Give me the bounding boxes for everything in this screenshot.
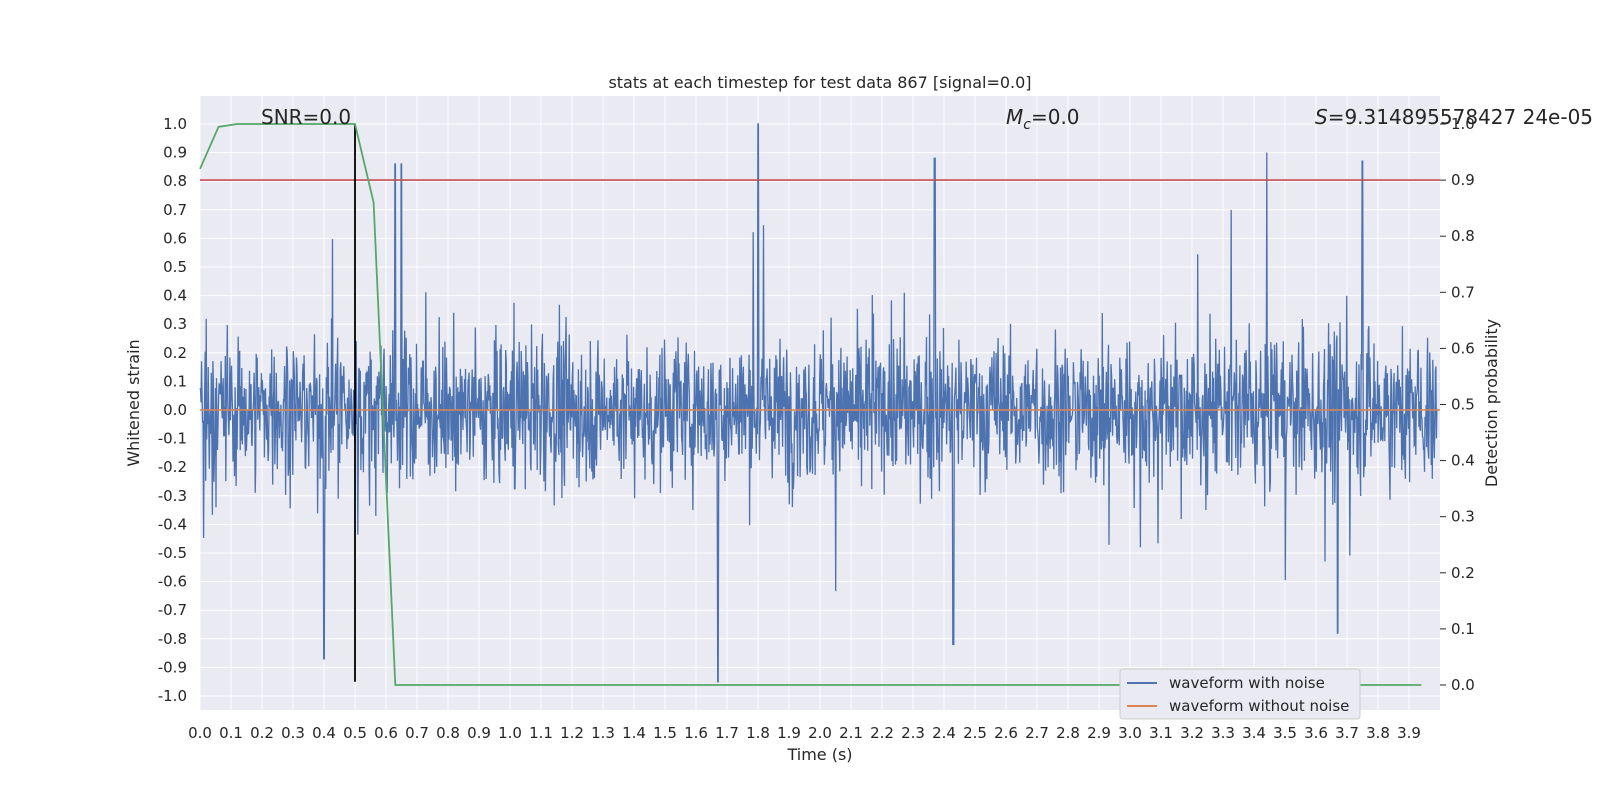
y-axis-label: Whitened strain — [124, 339, 143, 466]
chart-title: stats at each timestep for test data 867… — [608, 73, 1031, 92]
y-tick-label: -0.4 — [158, 515, 187, 533]
y-tick-label: 0.5 — [163, 258, 187, 276]
x-tick-label: 0.7 — [405, 724, 429, 742]
s-value: =9.314895578427 24e-05 — [1328, 105, 1593, 129]
mc-annotation: Mc=0.0 — [1006, 105, 1080, 133]
y-tick-label: 0.3 — [163, 315, 187, 333]
mc-symbol: M — [1006, 105, 1023, 129]
x-tick-label: 2.3 — [901, 724, 925, 742]
right-y-tick-label: 0.9 — [1451, 171, 1475, 189]
y-tick-label: -0.9 — [158, 658, 187, 676]
detection-probability-line — [199, 123, 1422, 686]
x-tick-label: 2.8 — [1056, 724, 1080, 742]
x-tick-label: 3.8 — [1366, 724, 1390, 742]
x-tick-label: 2.2 — [870, 724, 894, 742]
x-tick-label: 2.1 — [839, 724, 863, 742]
y-tick-label: 0.7 — [163, 201, 187, 219]
y-tick-label: 0.1 — [163, 372, 187, 390]
x-tick-label: 1.1 — [529, 724, 553, 742]
y-tick-label: -0.1 — [158, 430, 187, 448]
x-tick-label: 2.7 — [1025, 724, 1049, 742]
legend: waveform with noise waveform without noi… — [1119, 668, 1361, 720]
right-y-axis-ticks: 1.0 0.9 0.8 0.7 0.6 0.5 0.4 0.3 0.2 0.1 0.0 — [1440, 115, 1475, 694]
legend-box — [1119, 668, 1361, 720]
y-tick-label: -1.0 — [158, 687, 187, 705]
x-tick-label: 1.6 — [684, 724, 708, 742]
x-tick-label: 0.3 — [281, 724, 305, 742]
y-tick-label: -0.3 — [158, 487, 187, 505]
right-y-axis-label: Detection probability — [1482, 319, 1501, 487]
x-tick-label: 3.9 — [1397, 724, 1421, 742]
right-y-tick-label: 0.0 — [1451, 676, 1475, 694]
x-tick-label: 3.4 — [1242, 724, 1266, 742]
right-y-tick-label: 0.4 — [1451, 452, 1475, 470]
x-tick-label: 1.9 — [777, 724, 801, 742]
x-tick-label: 1.8 — [746, 724, 770, 742]
right-y-tick-label: 0.2 — [1451, 564, 1475, 582]
x-tick-label: 3.0 — [1118, 724, 1142, 742]
s-annotation: S=9.314895578427 24e-05 — [1315, 105, 1593, 129]
mc-subscript: c — [1023, 117, 1031, 133]
y-tick-label: 0.8 — [163, 172, 187, 190]
x-tick-label: 1.4 — [622, 724, 646, 742]
waveform-with-noise-line — [199, 123, 1438, 683]
y-tick-label: 0.2 — [163, 344, 187, 362]
right-y-tick-label: 0.8 — [1451, 227, 1475, 245]
x-axis-label: Time (s) — [786, 745, 852, 764]
legend-label-noise: waveform with noise — [1169, 674, 1325, 692]
right-y-tick-label: 0.3 — [1451, 508, 1475, 526]
x-tick-label: 0.9 — [467, 724, 491, 742]
right-y-tick-label: 1.0 — [1451, 115, 1475, 133]
y-tick-label: -0.8 — [158, 630, 187, 648]
y-tick-label: 0.0 — [163, 401, 187, 419]
x-tick-label: 0.2 — [250, 724, 274, 742]
x-tick-label: 1.3 — [591, 724, 615, 742]
right-y-tick-label: 0.7 — [1451, 283, 1475, 301]
s-symbol: S — [1315, 105, 1328, 129]
x-tick-label: 3.5 — [1273, 724, 1297, 742]
y-tick-label: -0.5 — [158, 544, 187, 562]
x-tick-label: 3.3 — [1211, 724, 1235, 742]
x-tick-label: 3.6 — [1304, 724, 1328, 742]
y-tick-label: -0.2 — [158, 458, 187, 476]
x-tick-label: 0.6 — [374, 724, 398, 742]
x-tick-label: 2.5 — [963, 724, 987, 742]
x-tick-label: 3.7 — [1335, 724, 1359, 742]
x-tick-label: 0.8 — [436, 724, 460, 742]
right-y-tick-label: 0.5 — [1451, 396, 1475, 414]
mc-value: =0.0 — [1031, 105, 1080, 129]
x-tick-label: 2.9 — [1087, 724, 1111, 742]
noise-series — [199, 123, 1438, 683]
legend-label-clean: waveform without noise — [1169, 697, 1349, 715]
x-tick-label: 1.0 — [498, 724, 522, 742]
y-tick-label: -0.7 — [158, 601, 187, 619]
x-tick-label: 2.0 — [808, 724, 832, 742]
x-tick-label: 0.0 — [188, 724, 212, 742]
x-tick-label: 3.2 — [1180, 724, 1204, 742]
x-axis-ticks: 0.0 0.1 0.2 0.3 0.4 0.5 0.6 0.7 0.8 0.9 1.0 1.1 1.2 1… — [188, 724, 1421, 742]
snr-annotation: SNR=0.0 — [261, 105, 351, 129]
right-y-tick-label: 0.1 — [1451, 620, 1475, 638]
x-tick-label: 0.1 — [219, 724, 243, 742]
x-tick-label: 3.1 — [1149, 724, 1173, 742]
overlays — [199, 123, 1440, 686]
x-tick-label: 0.5 — [343, 724, 367, 742]
x-tick-label: 2.4 — [932, 724, 956, 742]
y-tick-label: 0.9 — [163, 144, 187, 162]
y-axis-ticks: 1.0 0.9 0.8 0.7 0.6 0.5 0.4 0.3 0.2 0.1 0.0 -0.1 -0.… — [158, 115, 187, 705]
x-tick-label: 1.2 — [560, 724, 584, 742]
x-tick-label: 1.7 — [715, 724, 739, 742]
y-tick-label: 1.0 — [163, 115, 187, 133]
y-tick-label: 0.6 — [163, 229, 187, 247]
y-tick-label: -0.6 — [158, 573, 187, 591]
x-tick-label: 2.6 — [994, 724, 1018, 742]
x-tick-label: 0.4 — [312, 724, 336, 742]
y-tick-label: 0.4 — [163, 287, 187, 305]
right-y-tick-label: 0.6 — [1451, 339, 1475, 357]
x-tick-label: 1.5 — [653, 724, 677, 742]
